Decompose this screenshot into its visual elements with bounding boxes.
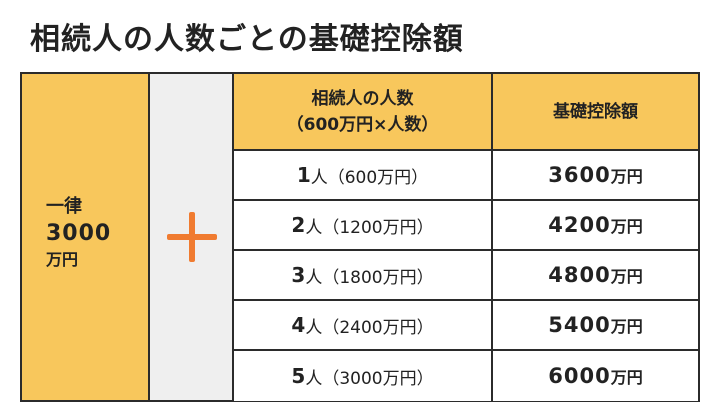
table-row: 2 人（1200万円） 4200 万円 [234, 201, 698, 251]
people-detail: （3000万円） [322, 368, 434, 389]
plus-cell [150, 74, 234, 400]
people-detail: （1800万円） [322, 267, 434, 288]
header-row: 相続人の人数 （600万円×人数） 基礎控除額 [234, 74, 698, 151]
people-count: 4 [291, 313, 306, 337]
people-detail: （1200万円） [322, 217, 434, 238]
deduction-cell: 3600 万円 [493, 151, 698, 199]
heirs-cell: 5 人（3000万円） [234, 351, 493, 401]
people-count: 3 [291, 263, 306, 287]
people-detail: （2400万円） [322, 317, 434, 338]
deduction-cell: 5400 万円 [493, 301, 698, 349]
deduction-value: 4800 [548, 263, 611, 287]
deduction-cell: 4800 万円 [493, 251, 698, 299]
header-heirs-line2: （600万円×人数） [286, 114, 439, 135]
base-unit: 万円 [46, 250, 79, 269]
deduction-grid: 相続人の人数 （600万円×人数） 基礎控除額 1 人（600万円） 3600 万円… [234, 74, 698, 401]
table-row: 4 人（2400万円） 5400 万円 [234, 301, 698, 351]
heirs-cell: 2 人（1200万円） [234, 201, 493, 249]
deduction-value: 4200 [548, 213, 611, 237]
people-unit: 人 [305, 217, 323, 238]
deduction-unit: 万円 [610, 368, 643, 387]
deduction-unit: 万円 [610, 317, 643, 336]
people-count: 1 [296, 163, 311, 187]
table-row: 3 人（1800万円） 4800 万円 [234, 251, 698, 301]
people-unit: 人 [305, 317, 323, 338]
deduction-value: 6000 [548, 364, 611, 388]
people-unit: 人 [305, 267, 323, 288]
deduction-unit: 万円 [610, 167, 643, 186]
deduction-unit: 万円 [610, 217, 643, 236]
people-count: 2 [291, 213, 306, 237]
deduction-cell: 6000 万円 [493, 351, 698, 401]
heirs-cell: 4 人（2400万円） [234, 301, 493, 349]
heirs-cell: 1 人（600万円） [234, 151, 493, 199]
base-label: 一律 [46, 196, 82, 217]
people-count: 5 [291, 364, 306, 388]
header-heirs-line1: 相続人の人数 [311, 88, 414, 109]
deduction-value: 3600 [548, 163, 611, 187]
deduction-cell: 4200 万円 [493, 201, 698, 249]
deduction-table: 一律 3000 万円 相続人の人数 （600万円×人数） 基礎控除額 1 人（60… [20, 72, 700, 402]
deduction-value: 5400 [548, 313, 611, 337]
header-heirs: 相続人の人数 （600万円×人数） [234, 74, 493, 149]
deduction-unit: 万円 [610, 267, 643, 286]
people-unit: 人 [305, 368, 323, 389]
header-deduction: 基礎控除額 [493, 74, 698, 149]
table-row: 5 人（3000万円） 6000 万円 [234, 351, 698, 401]
page-title: 相続人の人数ごとの基礎控除額 [30, 22, 464, 57]
heirs-cell: 3 人（1800万円） [234, 251, 493, 299]
people-detail: （600万円） [327, 167, 429, 188]
base-amount: 3000 [46, 221, 112, 246]
header-deduction-label: 基礎控除額 [553, 101, 638, 122]
table-row: 1 人（600万円） 3600 万円 [234, 151, 698, 201]
base-amount-cell: 一律 3000 万円 [22, 74, 150, 400]
people-unit: 人 [310, 167, 328, 188]
